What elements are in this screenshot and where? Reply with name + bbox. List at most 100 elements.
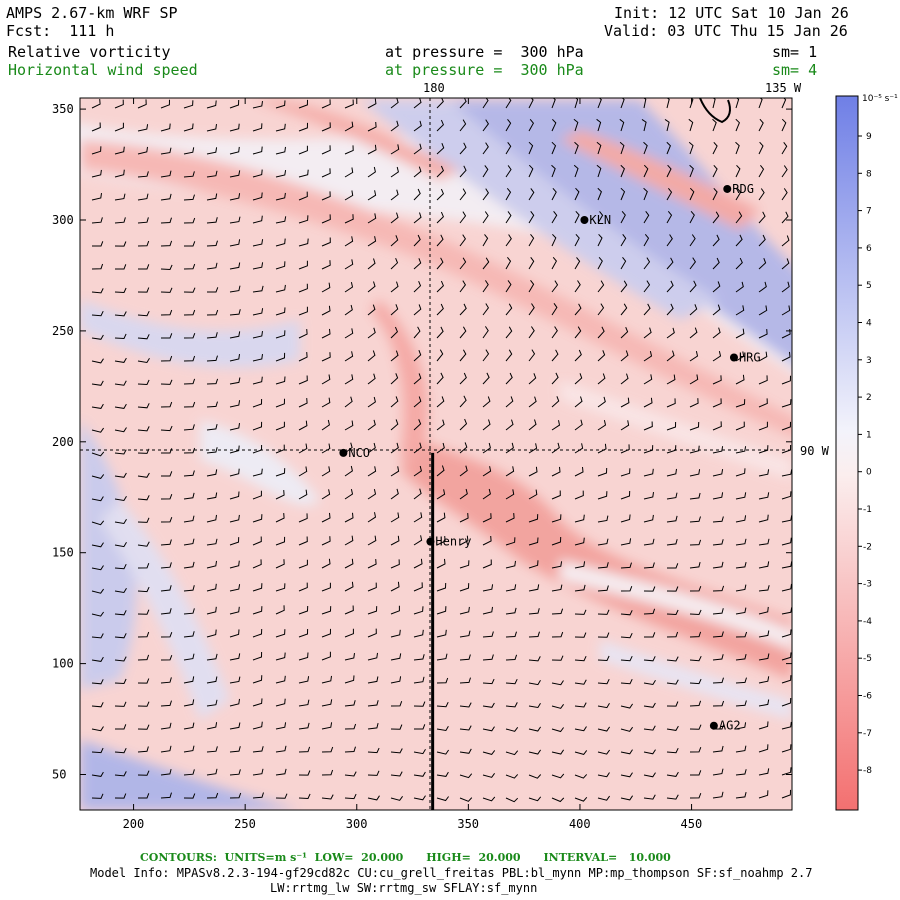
wind-barb: [160, 170, 172, 178]
wind-barb: [505, 142, 512, 155]
wind-barb: [321, 558, 331, 569]
wind-barb: [482, 419, 491, 431]
wind-barb: [574, 210, 580, 224]
wind-barb: [344, 420, 354, 431]
wind-barb: [229, 584, 241, 592]
wind-barb: [505, 584, 517, 592]
wind-barb: [275, 123, 286, 132]
wind-barb: [712, 492, 724, 500]
wind-barb: [344, 723, 357, 730]
wind-barb: [781, 675, 792, 684]
wind-barb: [91, 520, 105, 526]
wind-barb: [321, 99, 331, 109]
wind-barb: [160, 539, 172, 546]
wind-barb: [597, 562, 609, 569]
station-label: HRG: [739, 351, 761, 365]
wind-barb: [528, 419, 537, 431]
wind-barb: [298, 145, 308, 155]
colorbar-label: -4: [863, 617, 872, 627]
wind-barb: [505, 165, 512, 178]
wind-barb: [321, 145, 331, 155]
wind-barb: [160, 700, 172, 707]
wind-barb: [436, 677, 449, 684]
wind-barb: [183, 378, 196, 385]
wind-barb: [436, 119, 444, 132]
wind-barb: [390, 748, 403, 754]
wind-barb: [160, 768, 172, 776]
wind-barb: [344, 374, 354, 385]
wind-barb: [367, 258, 376, 270]
wind-barb: [528, 466, 538, 477]
wind-barb: [252, 792, 264, 799]
wind-barb: [643, 233, 650, 247]
wind-barb: [321, 443, 331, 454]
colorbar-label: -2: [863, 542, 872, 552]
field1-level: at pressure = 300 hPa: [385, 43, 584, 61]
wind-barb: [758, 514, 769, 523]
wind-barb: [505, 774, 519, 779]
meridian2-label: 135 W: [765, 81, 802, 95]
wind-barb: [597, 187, 602, 201]
wind-barb: [758, 469, 770, 477]
wind-barb: [574, 490, 584, 500]
wind-barb: [114, 518, 127, 525]
y-tick-label: 200: [52, 435, 74, 449]
wind-barb: [620, 210, 626, 224]
wind-barb: [735, 538, 747, 546]
wind-barb: [252, 536, 262, 546]
wind-barb: [436, 372, 444, 385]
station-label: Henry: [435, 535, 471, 549]
wind-barb: [344, 746, 356, 753]
wind-barb: [482, 513, 492, 523]
wind-barb: [758, 281, 767, 293]
wind-barb: [321, 260, 331, 270]
coastline: [699, 97, 731, 124]
wind-barb: [528, 349, 536, 362]
wind-barb: [735, 328, 745, 339]
wind-barb: [436, 419, 445, 431]
wind-barb: [137, 770, 150, 776]
wind-barb: [712, 98, 716, 109]
wind-barb: [735, 399, 746, 408]
station-marker: [723, 184, 732, 193]
wind-barb: [229, 216, 241, 224]
wind-barb: [367, 535, 377, 546]
wind-barb: [321, 746, 334, 753]
wind-barb: [183, 769, 195, 776]
wind-barb: [574, 373, 583, 385]
wind-barb: [551, 141, 557, 155]
wind-barb: [528, 796, 542, 802]
colorbar-label: -5: [863, 654, 872, 664]
wind-barb: [551, 420, 561, 431]
wind-barb: [758, 721, 769, 730]
wind-barb: [160, 632, 173, 638]
wind-barb: [597, 98, 602, 109]
wind-barb: [160, 792, 172, 799]
wind-barb: [528, 443, 538, 454]
wind-barb: [666, 609, 679, 616]
wind-barb: [91, 633, 104, 639]
wind-barb: [505, 466, 515, 477]
wind-barb: [390, 629, 401, 638]
wind-barb: [528, 279, 535, 293]
y-tick-label: 150: [52, 546, 74, 560]
wind-barb: [689, 374, 699, 385]
wind-barb: [482, 211, 489, 224]
wind-barb: [206, 722, 218, 730]
wind-barb: [781, 629, 792, 638]
wind-barb: [344, 771, 357, 777]
wind-barb: [390, 189, 399, 201]
wind-barb: [781, 188, 788, 201]
colorbar-label: 3: [866, 356, 872, 366]
colorbar-label: 9: [866, 132, 872, 142]
wind-barb: [183, 608, 195, 615]
wind-barb: [574, 257, 581, 270]
wind-barb: [735, 722, 747, 730]
wind-barb: [298, 536, 308, 546]
wind-barb: [482, 119, 490, 132]
station-label: RDG: [732, 182, 754, 196]
wind-barb: [667, 563, 679, 569]
wind-barb: [114, 747, 127, 754]
wind-barb: [689, 304, 698, 316]
wind-barb: [183, 515, 195, 523]
